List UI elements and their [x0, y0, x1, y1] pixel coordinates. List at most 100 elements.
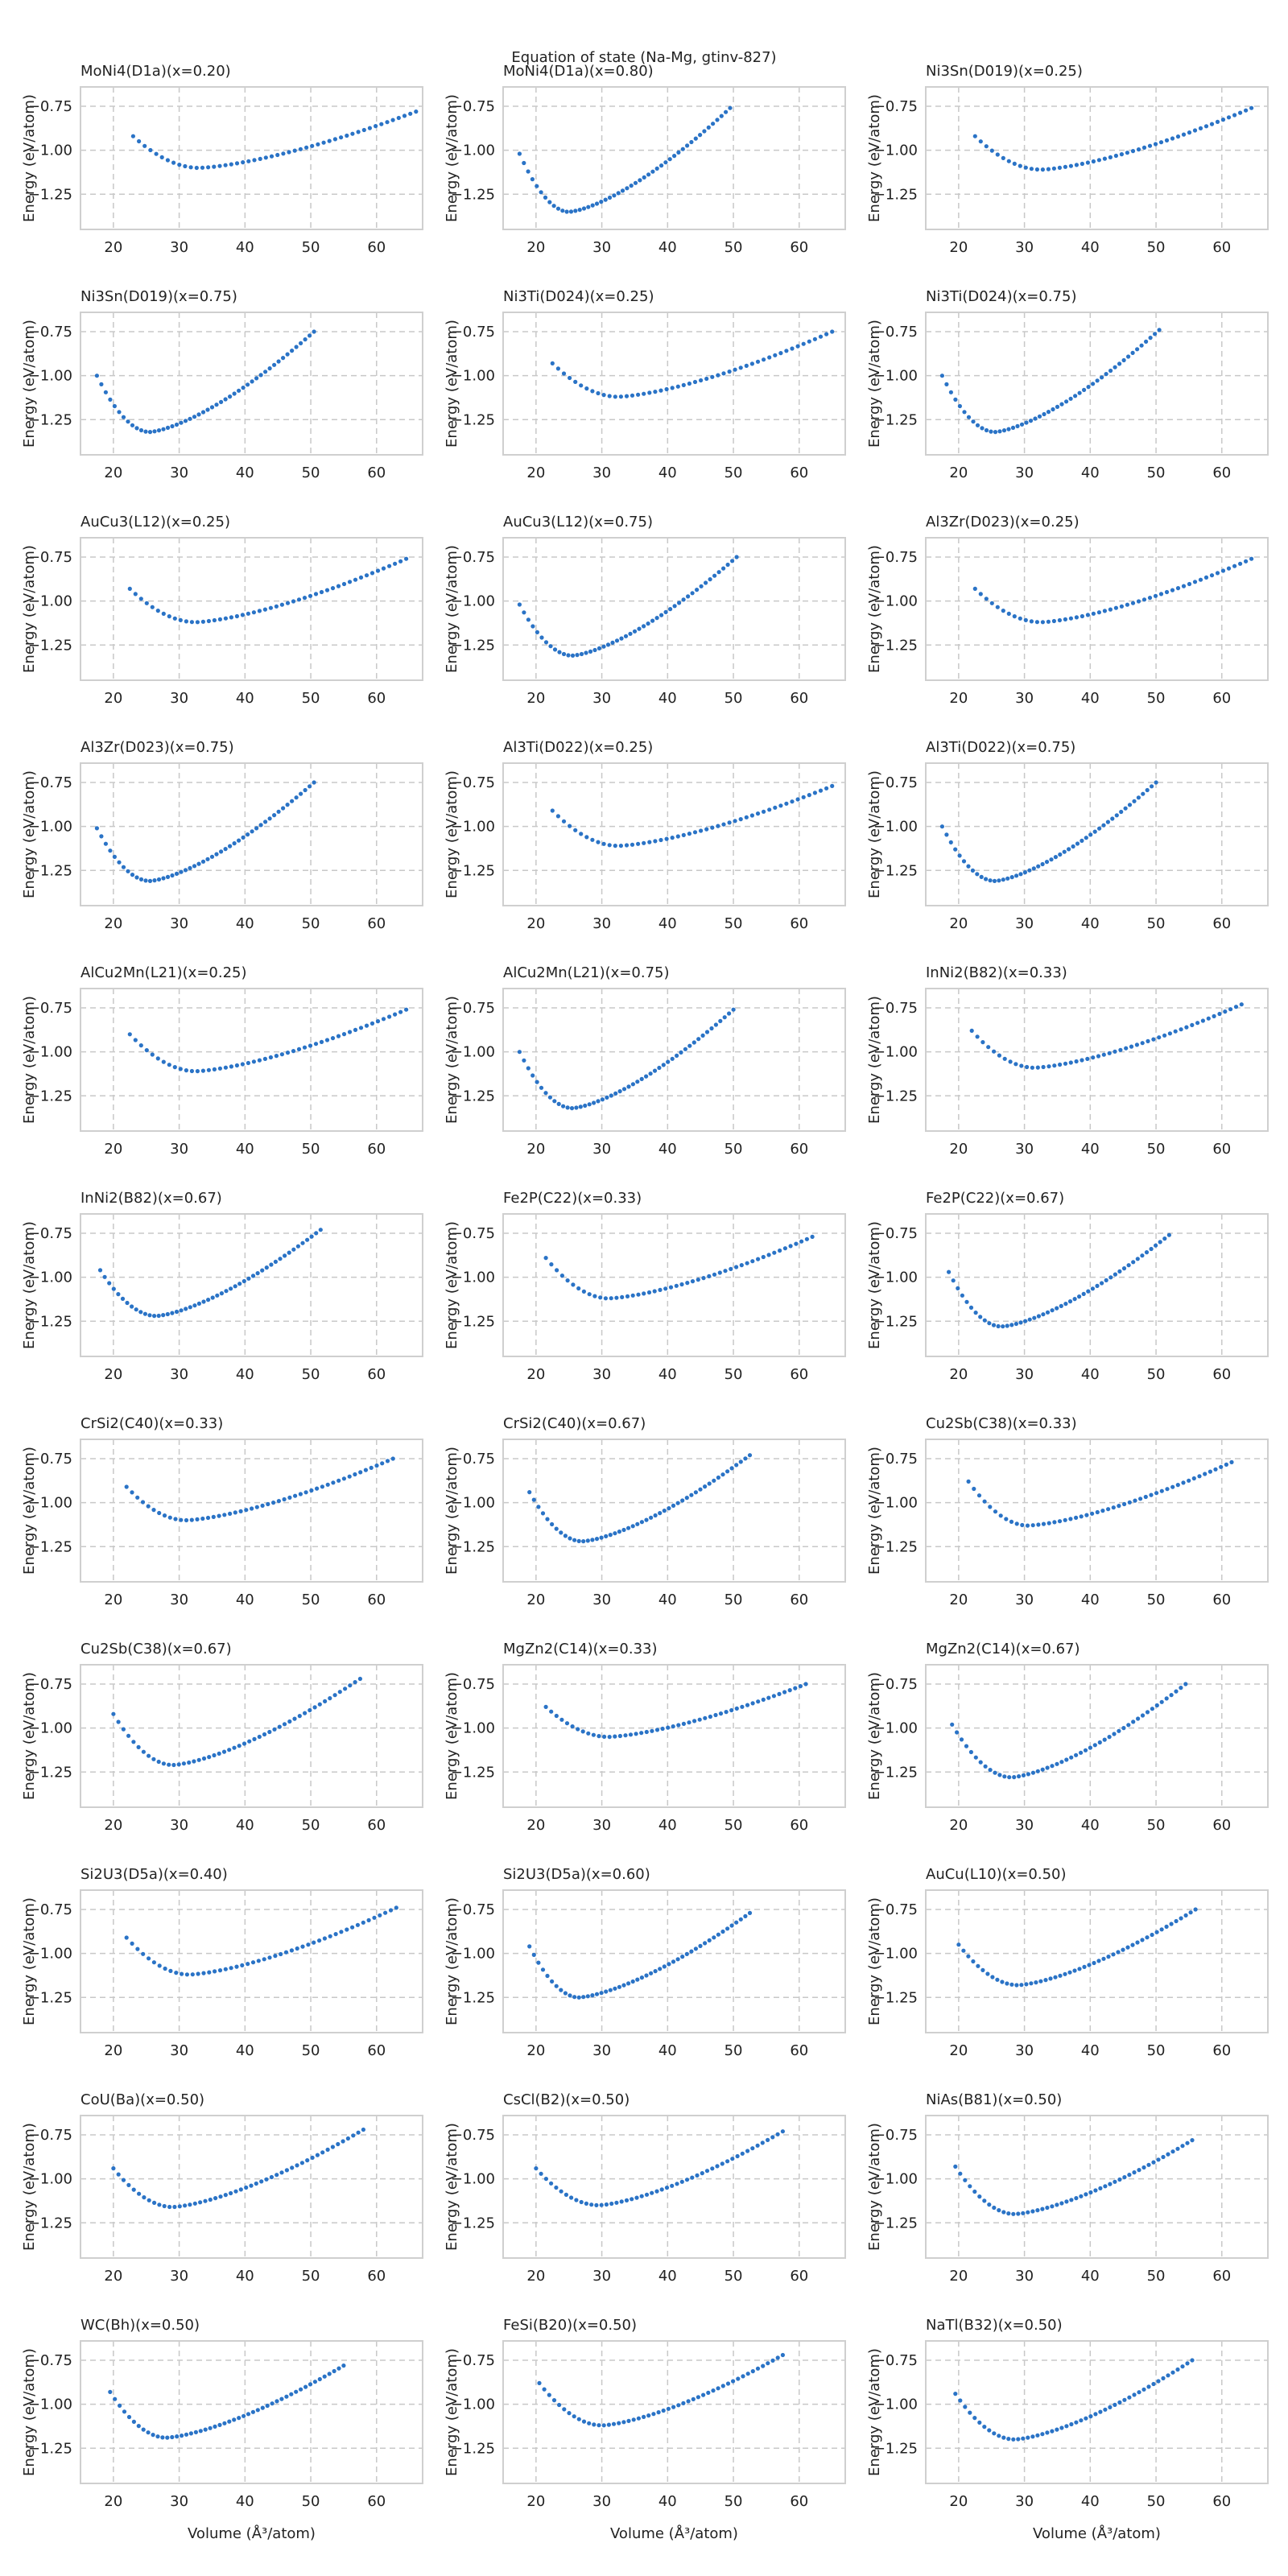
data-point	[1093, 2412, 1098, 2417]
y-tick-label: −1.25	[451, 411, 495, 428]
data-point	[1084, 2192, 1088, 2197]
data-point	[658, 1967, 663, 1971]
data-point	[1170, 1484, 1175, 1489]
data-point	[527, 1944, 532, 1949]
x-tick-label: 20	[104, 1366, 122, 1383]
data-point	[227, 1748, 232, 1752]
data-point	[830, 783, 835, 789]
data-point	[233, 2189, 238, 2194]
data-point	[720, 2161, 724, 2166]
x-tick-label: 40	[658, 2493, 677, 2510]
data-point	[1140, 1253, 1145, 1258]
data-point	[1187, 581, 1192, 587]
data-point	[310, 2155, 315, 2160]
data-point	[592, 1294, 597, 1298]
data-point	[184, 1972, 189, 1977]
data-point	[1136, 147, 1141, 152]
data-point	[555, 366, 561, 371]
data-point	[976, 1493, 982, 1498]
x-tick-label: 50	[302, 239, 320, 256]
y-axis-label: Energy (eV/atom)	[866, 1221, 883, 1349]
data-point	[734, 1463, 739, 1468]
data-point	[725, 1926, 730, 1931]
x-tick-label: 60	[1212, 1141, 1231, 1158]
y-tick-label: −0.75	[451, 2352, 495, 2369]
data-point	[381, 1017, 386, 1022]
data-point	[137, 138, 142, 144]
data-point	[121, 865, 126, 869]
data-point	[1102, 156, 1107, 161]
data-point	[281, 356, 286, 361]
data-point	[725, 2381, 731, 2386]
data-point	[252, 1736, 257, 1741]
data-point	[995, 1977, 1000, 1982]
data-point	[258, 823, 263, 828]
x-tick-label: 30	[592, 2042, 611, 2059]
data-point	[710, 374, 715, 379]
x-tick-label: 30	[170, 2042, 188, 2059]
data-point	[250, 379, 254, 384]
data-point	[1046, 1521, 1051, 1525]
data-point	[782, 1246, 788, 1251]
y-tick-label: −1.25	[28, 1538, 72, 1555]
data-point	[683, 1046, 688, 1051]
data-point	[1033, 416, 1038, 421]
data-point	[986, 1045, 991, 1050]
data-point	[196, 412, 201, 417]
data-point	[319, 1039, 324, 1044]
data-point	[689, 139, 694, 145]
axes-frame	[502, 988, 846, 1132]
y-tick-label: −0.75	[451, 1451, 495, 1468]
data-point	[723, 1269, 728, 1274]
data-point	[1096, 1959, 1101, 1963]
data-point	[1045, 1310, 1051, 1315]
x-tick-label: 30	[170, 690, 188, 707]
data-point	[649, 1971, 654, 1975]
data-point	[1050, 2204, 1055, 2209]
data-point	[1136, 1716, 1141, 1721]
data-point	[1130, 350, 1135, 355]
x-tick-label: 30	[170, 1141, 188, 1158]
data-point	[135, 1495, 140, 1500]
x-tick-label: 50	[1147, 1366, 1166, 1383]
data-point	[279, 2396, 284, 2401]
data-point	[281, 151, 286, 156]
data-point	[347, 1474, 352, 1479]
data-point	[1018, 616, 1022, 621]
data-point	[237, 838, 242, 843]
data-point	[543, 195, 548, 200]
data-point	[1006, 159, 1011, 163]
data-point	[147, 1753, 151, 1758]
data-point	[978, 1315, 983, 1319]
data-point	[686, 2399, 691, 2404]
data-point	[118, 2403, 122, 2408]
x-tick-label: 40	[658, 239, 677, 256]
axes-frame	[80, 537, 423, 681]
data-point	[623, 634, 629, 638]
data-point	[1096, 158, 1101, 163]
data-point	[661, 2408, 666, 2413]
y-tick-label: −0.75	[873, 324, 918, 341]
data-point	[262, 607, 267, 612]
data-point	[254, 826, 259, 831]
y-tick-label: −0.75	[873, 1901, 918, 1918]
data-point	[1125, 1945, 1130, 1950]
data-point	[730, 559, 735, 564]
panel-title: FeSi(B20)(x=0.50)	[503, 2317, 637, 2334]
data-point	[1042, 411, 1046, 417]
data-point	[285, 1051, 291, 1055]
data-point	[658, 1287, 663, 1292]
data-point	[984, 144, 989, 149]
y-tick-label: −0.75	[28, 1901, 72, 1918]
data-point	[1198, 577, 1203, 582]
data-point	[188, 165, 193, 170]
data-point	[657, 1065, 662, 1071]
data-point	[213, 2196, 218, 2201]
data-point	[671, 1959, 676, 1964]
data-point	[116, 2172, 121, 2177]
data-point	[121, 2178, 126, 2182]
data-point	[196, 1757, 201, 1762]
data-point	[599, 200, 604, 204]
data-points	[534, 2129, 786, 2207]
